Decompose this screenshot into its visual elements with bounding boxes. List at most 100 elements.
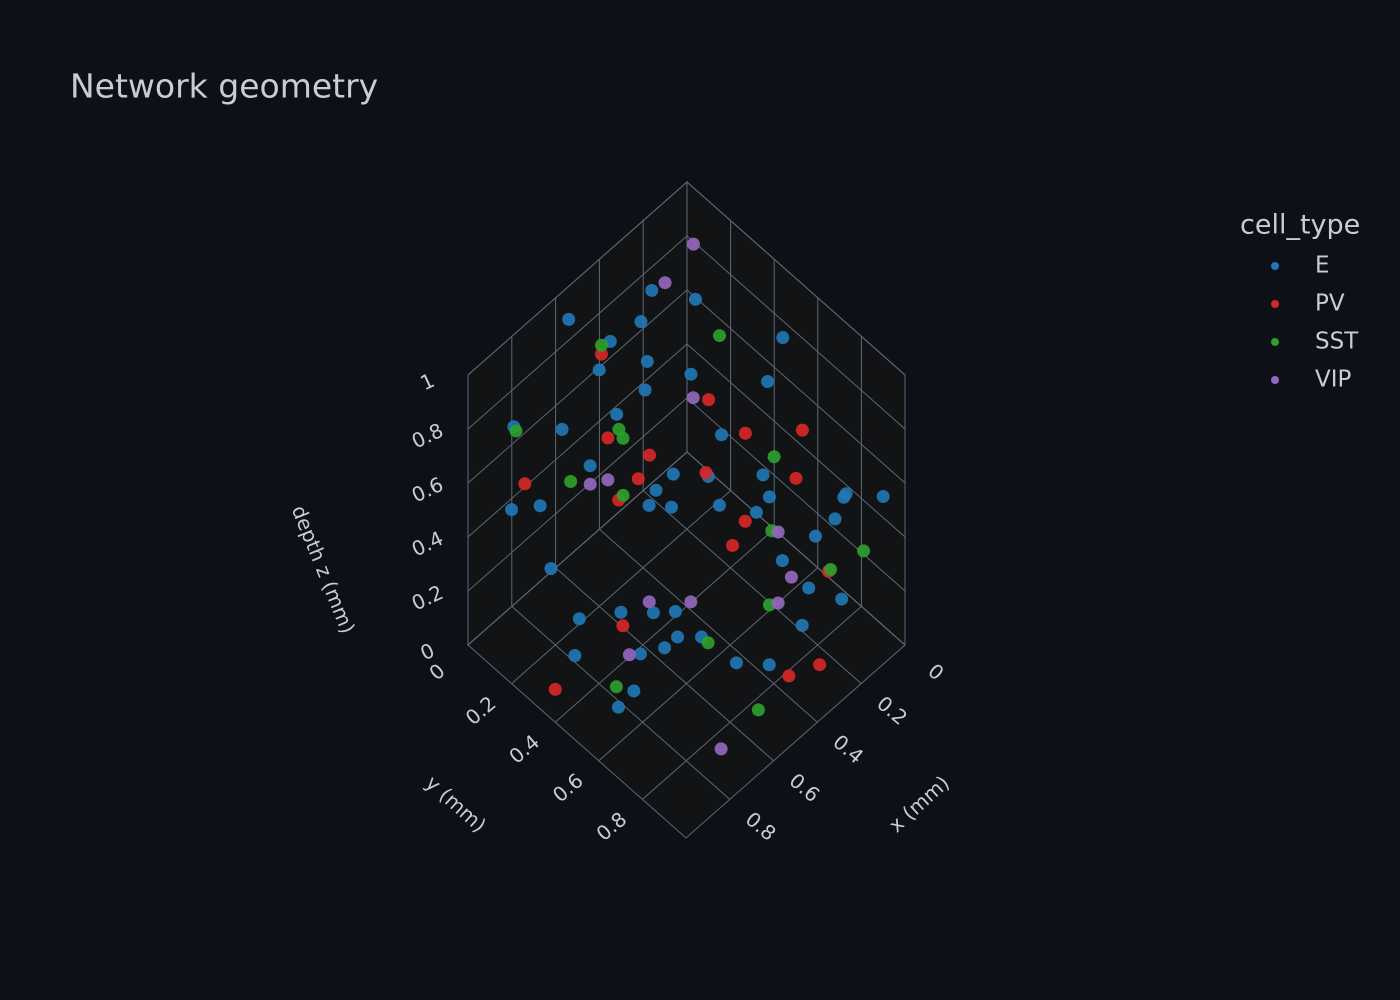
chart-title: Network geometry <box>70 67 378 106</box>
point <box>762 658 776 672</box>
point <box>824 562 838 576</box>
point <box>564 474 578 488</box>
point <box>616 619 630 633</box>
point <box>671 630 685 644</box>
point <box>665 500 679 514</box>
point <box>684 367 698 381</box>
legend-label[interactable]: PV <box>1315 291 1345 317</box>
legend-label[interactable]: SST <box>1315 329 1359 355</box>
point <box>808 529 822 543</box>
point <box>583 477 597 491</box>
point <box>666 467 680 481</box>
grid-line <box>686 343 906 538</box>
point <box>631 472 645 486</box>
point <box>642 498 656 512</box>
point <box>771 525 785 539</box>
legend-marker[interactable] <box>1271 300 1279 308</box>
point <box>714 742 728 756</box>
point <box>828 512 842 526</box>
point <box>729 656 743 670</box>
point <box>642 595 656 609</box>
point <box>601 473 615 487</box>
grid-line <box>467 181 688 376</box>
point <box>533 499 547 513</box>
point <box>668 605 682 619</box>
grid-line <box>554 528 775 723</box>
point <box>548 682 562 696</box>
point <box>767 450 781 464</box>
point <box>611 700 625 714</box>
point <box>837 490 851 504</box>
point <box>645 283 659 297</box>
point <box>562 312 576 326</box>
grid-line <box>467 343 688 538</box>
legend-label[interactable]: E <box>1315 253 1330 279</box>
point <box>688 292 702 306</box>
point <box>776 331 790 345</box>
point <box>622 648 636 662</box>
grid-line <box>686 451 906 646</box>
point <box>627 684 641 698</box>
point <box>640 354 654 368</box>
point <box>686 237 700 251</box>
point <box>738 514 752 528</box>
point <box>749 505 763 519</box>
point <box>761 374 775 388</box>
grid-line <box>511 490 731 684</box>
point <box>775 554 789 568</box>
point <box>713 329 727 343</box>
legend-title: cell_type <box>1240 210 1360 241</box>
point <box>638 383 652 397</box>
point <box>555 422 569 436</box>
point <box>701 636 715 650</box>
legend-marker[interactable] <box>1271 338 1279 346</box>
point <box>712 498 726 512</box>
point <box>857 544 871 558</box>
grid-line <box>642 606 862 800</box>
point <box>633 647 647 661</box>
point <box>612 422 626 436</box>
point <box>610 407 624 421</box>
grid-line <box>467 451 688 646</box>
point <box>699 466 713 480</box>
point <box>762 490 776 504</box>
point <box>795 618 809 632</box>
point <box>568 648 582 662</box>
point <box>789 471 803 485</box>
point <box>614 605 628 619</box>
legend-label[interactable]: VIP <box>1315 367 1352 393</box>
point <box>876 490 890 503</box>
legend-marker[interactable] <box>1271 262 1279 270</box>
point <box>835 592 849 606</box>
point <box>634 315 648 329</box>
grid-line <box>467 289 688 484</box>
point <box>595 338 609 352</box>
grid-line <box>686 289 906 484</box>
point <box>592 363 606 377</box>
point <box>784 570 798 584</box>
point <box>643 448 657 462</box>
point <box>738 426 752 440</box>
point <box>601 431 615 445</box>
grid-line <box>642 490 862 684</box>
grid-line <box>686 181 906 376</box>
point <box>751 703 765 717</box>
point <box>518 477 532 491</box>
point <box>572 612 586 626</box>
point <box>509 424 523 438</box>
grid-line <box>555 567 774 762</box>
grid-line <box>467 235 688 430</box>
point <box>583 459 597 473</box>
point <box>684 595 698 609</box>
point <box>813 658 827 672</box>
point <box>658 641 672 655</box>
grid-line <box>599 528 818 723</box>
point <box>646 606 660 620</box>
legend-marker[interactable] <box>1271 376 1279 384</box>
grid-line <box>467 397 688 592</box>
point <box>726 538 740 552</box>
point <box>771 596 785 610</box>
point <box>544 562 558 576</box>
point <box>505 503 519 517</box>
